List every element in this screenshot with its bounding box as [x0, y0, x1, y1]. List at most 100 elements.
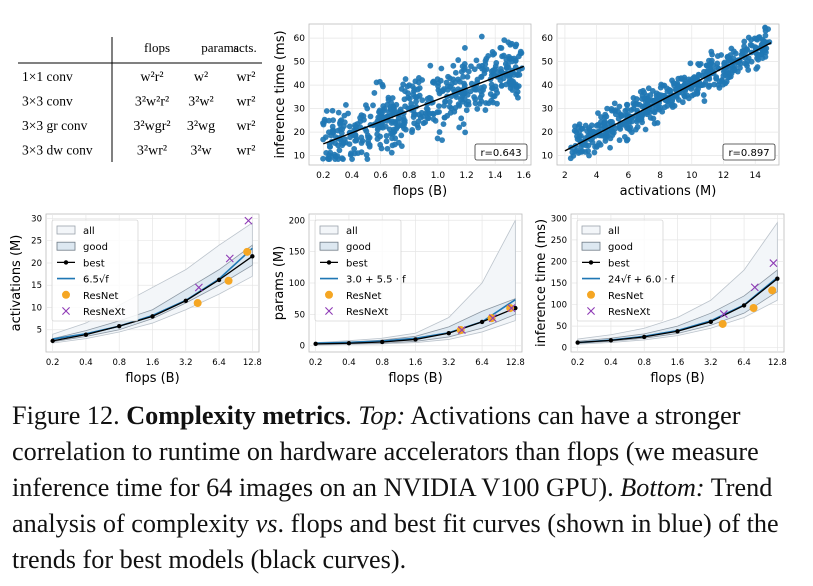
legend-label: all	[83, 226, 95, 237]
x-tick-label: 1.6	[146, 358, 160, 368]
scatter-point	[367, 113, 374, 120]
x-tick-label: 6	[625, 171, 631, 181]
legend-label: best	[346, 258, 368, 269]
scatter-point	[395, 139, 402, 146]
x-tick-label: 0.2	[316, 171, 330, 181]
scatter-point	[485, 100, 492, 107]
best-point	[675, 329, 680, 334]
scatter-point	[329, 107, 336, 114]
scatter-point	[351, 150, 358, 157]
legend-label: best	[608, 258, 630, 269]
band-good	[577, 269, 778, 344]
scatter-point	[572, 123, 578, 130]
table-row-name: 3×3 dw conv	[22, 143, 93, 158]
scatter-point	[388, 149, 395, 156]
y-axis-label: inference time (ms)	[534, 219, 549, 347]
scatter-point	[737, 60, 744, 67]
scatter-point	[390, 103, 397, 110]
x-tick-label: 1.6	[671, 358, 685, 368]
legend-key-all	[581, 225, 601, 235]
scatter-point	[762, 32, 769, 39]
table-cell-params: 3²w	[190, 144, 212, 159]
scatter-point	[436, 90, 443, 97]
scatter-point	[420, 120, 427, 127]
legend-label: ResNet	[83, 291, 118, 302]
scatter-point	[762, 24, 768, 31]
scatter-point	[402, 76, 409, 82]
scatter-point	[437, 77, 444, 84]
scatter-point	[653, 90, 660, 97]
scatter-point	[378, 145, 385, 152]
scatter-point	[715, 82, 722, 88]
x-tick-label: 0.4	[342, 358, 356, 368]
scatter-point	[705, 84, 712, 90]
scatter-point	[453, 94, 460, 100]
fit-line	[564, 42, 772, 152]
caption-bottom-text-1: Trend analysis of complexity	[12, 473, 773, 538]
x-tick-label: 1.6	[409, 358, 423, 368]
caption-top-label: Top:	[358, 401, 406, 430]
resnext-point	[750, 283, 759, 292]
table-row-name: 1×1 conv	[22, 69, 73, 84]
scatter-point	[604, 105, 611, 112]
scatter-point	[455, 57, 462, 63]
scatter-point	[621, 133, 628, 140]
scatter-point	[394, 123, 401, 130]
scatter-point	[465, 68, 472, 75]
x-tick-label: 6.4	[737, 358, 751, 368]
scatter-point	[639, 103, 646, 110]
y-tick-label: 60	[542, 34, 554, 44]
y-axis-label: params (M)	[272, 246, 287, 320]
figure-caption: Figure 12. Complexity metrics. Top: Acti…	[12, 401, 779, 574]
scatter-point	[482, 107, 489, 113]
scatter-point	[658, 81, 665, 88]
scatter-point	[707, 67, 714, 74]
scatter-point	[343, 102, 349, 108]
scatter-point	[426, 110, 433, 117]
scatter-point	[389, 135, 395, 142]
legend-key-good	[581, 241, 601, 251]
scatter-point	[370, 102, 376, 109]
scatter-point	[517, 48, 524, 55]
caption-figure-label: Figure 12.	[12, 401, 120, 430]
scatter-point	[657, 104, 664, 111]
scatter-point	[512, 57, 519, 64]
scatter-point	[725, 74, 731, 81]
scatter-point	[482, 61, 489, 68]
legend-key-resnext	[587, 307, 595, 315]
scatter-point	[476, 63, 483, 70]
scatter-point	[478, 88, 484, 95]
scatter-point	[611, 100, 618, 107]
scatter-point	[574, 136, 581, 143]
scatter-point	[380, 103, 387, 109]
scatter-point	[598, 114, 604, 120]
x-axis-label: flops (B)	[388, 371, 442, 386]
band-all	[315, 220, 516, 346]
scatter-point	[601, 120, 607, 126]
scatter-point	[336, 147, 343, 154]
x-tick-label: 6.4	[212, 358, 226, 368]
scatter-point	[701, 98, 708, 104]
scatter-point	[461, 61, 468, 67]
x-tick-label: 4	[594, 171, 600, 181]
scatter-point	[325, 155, 331, 162]
scatter-point	[375, 124, 381, 131]
scatter-point	[400, 114, 407, 121]
y-tick-label: 5	[37, 326, 42, 336]
best-point	[413, 337, 418, 342]
resnet-point	[224, 276, 233, 285]
scatter-point	[411, 120, 418, 127]
scatter-point	[490, 67, 496, 74]
scatter-point	[427, 62, 434, 69]
legend-label: good	[608, 242, 633, 253]
scatter-point	[612, 125, 619, 132]
scatter-point	[461, 66, 467, 73]
y-tick-label: 15	[31, 281, 42, 291]
scatter-point	[460, 91, 466, 98]
y-axis-label: inference time (ms)	[273, 30, 288, 158]
legend-key-good	[56, 241, 76, 251]
scatter-point	[430, 78, 437, 85]
x-tick-label: 12.8	[243, 358, 262, 368]
scatter-point	[586, 152, 592, 159]
scatter-point	[474, 106, 481, 112]
